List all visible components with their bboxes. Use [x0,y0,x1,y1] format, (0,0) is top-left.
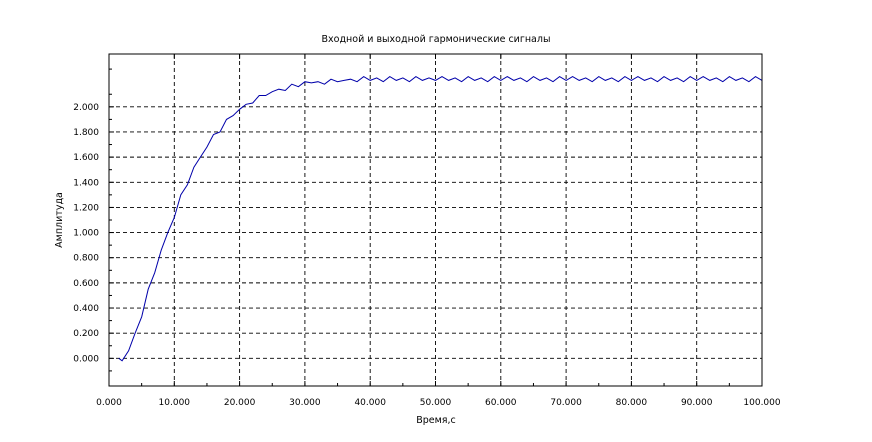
x-tick-label: 40.000 [354,398,386,408]
x-tick-label: 80.000 [616,398,648,408]
x-tick-label: 50.000 [420,398,452,408]
x-tick-label: 60.000 [485,398,517,408]
y-tick-label: 0.000 [73,354,99,364]
x-tick-label: 90.000 [681,398,713,408]
y-tick-label: 0.400 [73,304,99,314]
y-tick-label: 2.000 [73,103,99,113]
y-tick-label: 1.000 [73,229,99,239]
tick-labels: 0.000 10.000 20.000 30.000 40.000 50.000 60.00… [73,103,781,408]
x-axis-label: Время,с [416,415,456,426]
y-tick-label: 1.600 [73,153,99,163]
x-tick-label: 10.000 [159,398,191,408]
x-tick-label: 20.000 [224,398,256,408]
y-tick-label: 1.400 [73,178,99,188]
series-line [118,75,763,362]
series [118,75,763,362]
y-tick-label: 1.800 [73,128,99,138]
x-tick-label: 30.000 [289,398,321,408]
plot-frame [108,53,763,387]
x-tick-label: 100.000 [743,398,780,408]
y-tick-label: 0.200 [73,329,99,339]
x-tick-label: 70.000 [550,398,582,408]
y-axis-label: Амплитуда [54,192,65,248]
y-tick-label: 0.800 [73,254,99,264]
grid [109,54,762,386]
x-tick-label: 0.000 [96,398,122,408]
chart-title: Входной и выходной гармонические сигналы [322,34,551,45]
y-tick-label: 0.600 [73,279,99,289]
y-tick-label: 1.200 [73,203,99,213]
